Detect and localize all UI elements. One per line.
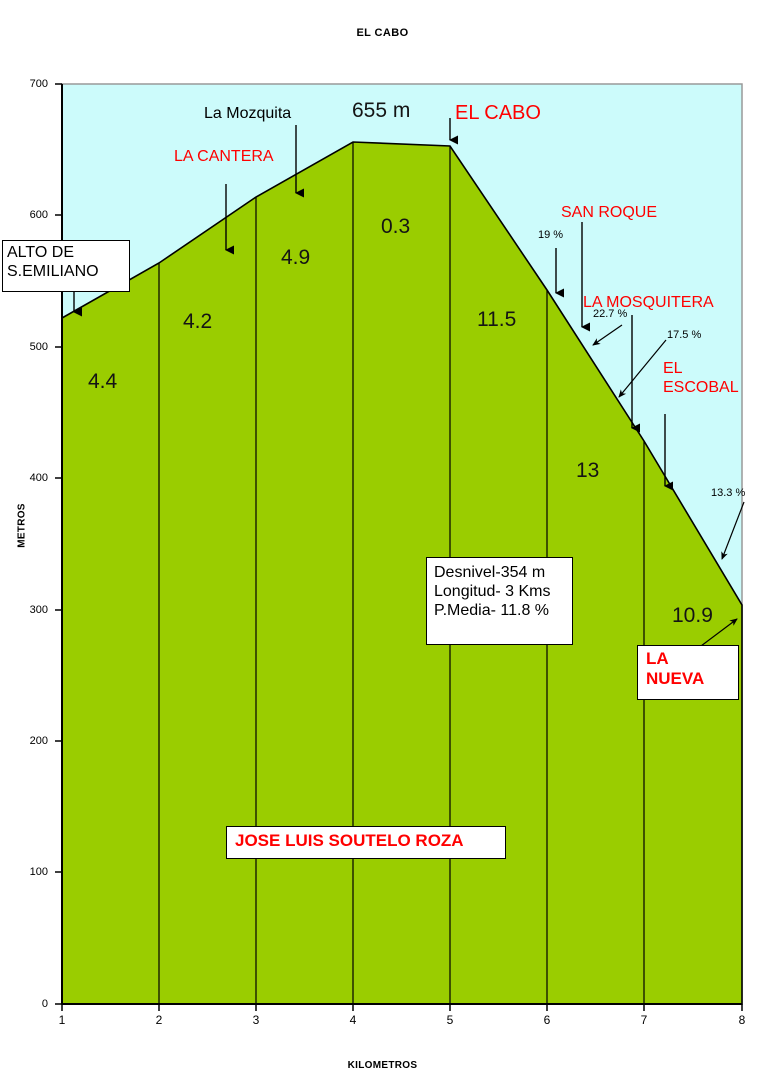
la-nueva-line1: LA (646, 649, 669, 668)
percent-label-22-7: 22.7 % (593, 308, 628, 320)
summit-elevation-label: 655 m (352, 99, 411, 122)
callout-box-climb-stats: Desnivel-354 m Longitud- 3 Kms P.Media- … (426, 557, 573, 645)
y-tick-label-300: 300 (29, 604, 48, 616)
gradient-label-seg2: 4.2 (183, 310, 213, 333)
page-title: EL CABO (356, 27, 409, 39)
y-tick-label-700: 700 (29, 78, 48, 90)
info-box-longitud: Longitud- 3 Kms (434, 582, 551, 600)
gradient-label-seg1: 4.4 (88, 370, 118, 393)
x-tick-label-5: 5 (446, 1013, 454, 1027)
place-label-el-cabo: EL CABO (455, 102, 541, 124)
arrow-17-5-percent (618, 339, 667, 398)
arrow-13-3-percent (721, 501, 745, 560)
y-tick-label-200: 200 (29, 735, 48, 747)
x-tick-label-2: 2 (155, 1013, 163, 1027)
la-nueva-line2: NUEVA (646, 669, 705, 689)
el-escobal-line1: EL (663, 360, 683, 377)
x-tick-label-1: 1 (58, 1013, 66, 1027)
y-tick-label-600: 600 (29, 209, 48, 221)
gradient-label-seg7: 10.9 (672, 604, 713, 627)
place-label-san-roque: SAN ROQUE (561, 204, 658, 221)
callout-box-la-nueva: LA NUEVA (637, 645, 739, 700)
callout-box-author: JOSE LUIS SOUTELO ROZA (226, 826, 506, 859)
x-tick-label-6: 6 (543, 1013, 551, 1027)
el-escobal-line2: ESCOBAL (663, 378, 739, 396)
place-label-la-cantera: LA CANTERA (174, 148, 274, 165)
place-label-la-mosquitera: LA MOSQUITERA (583, 294, 714, 311)
alto-box-line2: S.EMILIANO (7, 262, 99, 280)
y-tick-label-0: 0 (41, 998, 48, 1010)
x-tick-label-3: 3 (252, 1013, 260, 1027)
alto-box-line1: ALTO DE (7, 244, 74, 261)
arrow-22-7-percent (592, 324, 623, 346)
x-tick-label-4: 4 (349, 1013, 357, 1027)
callout-box-alto-s-emiliano: ALTO DE S.EMILIANO (2, 240, 130, 292)
gradient-label-seg3: 4.9 (281, 246, 311, 269)
percent-label-19: 19 % (538, 229, 564, 241)
info-box-pendiente: P.Media- 11.8 % (434, 601, 550, 619)
place-label-la-mozquita: La Mozquita (204, 105, 292, 122)
y-axis-title: METROS (16, 503, 28, 548)
percent-label-13-3: 13.3 % (711, 487, 746, 499)
y-tick-label-100: 100 (29, 866, 48, 878)
gradient-label-seg4: 0.3 (381, 215, 411, 238)
gradient-label-seg6: 13 (576, 459, 600, 482)
y-tick-label-500: 500 (29, 341, 48, 353)
x-tick-label-8: 8 (738, 1013, 746, 1027)
place-label-el-escobal: EL ESCOBAL (663, 360, 739, 398)
gradient-label-seg5: 11.5 (477, 308, 517, 331)
author-name: JOSE LUIS SOUTELO ROZA (235, 831, 464, 850)
info-box-desnivel: Desnivel-354 m (434, 564, 546, 581)
x-axis-title: KILOMETROS (347, 1060, 418, 1071)
x-tick-label-7: 7 (640, 1013, 648, 1027)
y-tick-label-400: 400 (29, 472, 48, 484)
percent-label-17-5: 17.5 % (667, 329, 702, 341)
